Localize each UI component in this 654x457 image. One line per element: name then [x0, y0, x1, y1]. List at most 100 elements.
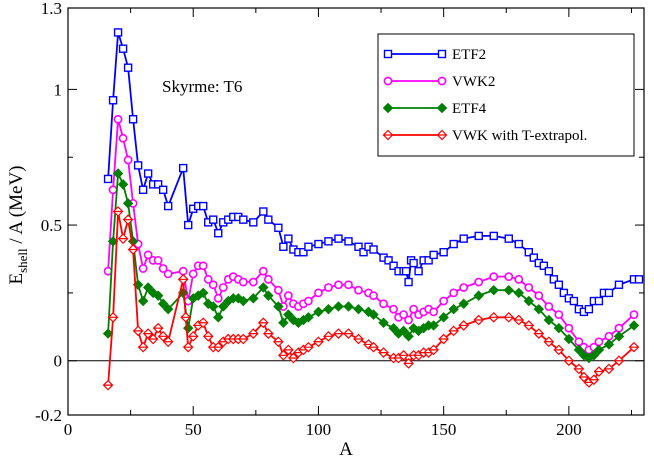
legend-marker	[436, 129, 448, 141]
data-point	[304, 296, 313, 306]
data-point	[218, 283, 228, 292]
data-point	[137, 295, 149, 307]
legend-label: ETF4	[452, 101, 487, 117]
data-point	[524, 283, 534, 292]
legend-marker	[382, 129, 394, 141]
data-point	[474, 277, 484, 287]
data-point	[283, 291, 293, 301]
data-point	[584, 304, 594, 314]
data-point	[288, 352, 299, 364]
data-point	[303, 312, 314, 323]
data-point	[333, 301, 344, 312]
data-point	[398, 349, 409, 361]
data-point	[263, 290, 274, 301]
data-point	[458, 320, 470, 331]
data-point	[544, 302, 554, 311]
data-point	[539, 261, 549, 270]
data-point	[343, 301, 354, 312]
data-point	[202, 330, 214, 342]
data-point	[203, 274, 213, 284]
data-point	[604, 288, 614, 298]
data-point	[593, 366, 605, 377]
data-point	[523, 295, 535, 307]
data-point	[429, 307, 439, 317]
legend-marker	[383, 49, 393, 59]
x-tick-label: 200	[556, 420, 582, 439]
legend-item: ETF4	[382, 101, 487, 117]
data-point	[122, 198, 134, 209]
data-point	[369, 245, 378, 254]
data-point	[323, 330, 334, 342]
data-point	[529, 253, 539, 262]
data-point	[304, 242, 313, 251]
data-point	[313, 306, 324, 318]
data-point	[209, 215, 218, 224]
data-point	[247, 328, 259, 339]
data-point	[107, 311, 119, 323]
data-point	[488, 284, 499, 296]
data-point	[401, 266, 411, 276]
y-axis-label-main: E	[6, 273, 27, 285]
data-point	[208, 280, 218, 290]
series-layer	[102, 28, 644, 391]
data-point	[157, 298, 169, 309]
data-point	[533, 328, 545, 339]
data-point	[343, 328, 354, 339]
data-point	[489, 231, 498, 241]
data-point	[273, 301, 284, 312]
data-point	[108, 185, 118, 195]
data-point	[283, 309, 294, 320]
x-tick-label: 100	[306, 420, 332, 439]
data-point	[553, 322, 565, 334]
y-tick-label: 1.3	[41, 0, 62, 18]
data-point	[218, 301, 229, 312]
data-point	[504, 272, 514, 282]
data-point	[314, 288, 323, 298]
data-point	[513, 314, 525, 326]
data-point	[379, 299, 388, 309]
data-point	[354, 242, 363, 251]
data-point	[503, 284, 514, 296]
data-point	[258, 266, 268, 276]
data-point	[284, 234, 293, 243]
data-point	[573, 344, 585, 356]
data-point	[354, 285, 363, 295]
data-point	[102, 379, 114, 391]
data-point	[147, 333, 159, 345]
data-point	[563, 355, 575, 367]
data-point	[157, 330, 169, 342]
data-point	[213, 312, 224, 323]
data-point	[549, 275, 559, 284]
y-tick-label: 0.5	[41, 216, 62, 235]
data-point	[614, 323, 624, 333]
data-point	[113, 114, 123, 124]
data-point	[239, 215, 248, 224]
legend-item: VWK2	[383, 74, 495, 90]
data-point	[237, 333, 249, 345]
data-point	[563, 333, 575, 345]
data-point	[324, 283, 333, 292]
data-point	[274, 223, 283, 232]
data-point	[389, 261, 398, 270]
data-point	[147, 287, 159, 299]
data-point	[404, 277, 413, 287]
data-point	[588, 374, 600, 386]
data-point	[112, 206, 124, 217]
plot-frame	[67, 7, 645, 416]
data-point	[514, 239, 523, 249]
data-point	[409, 258, 418, 268]
data-point	[543, 336, 555, 348]
data-point	[323, 303, 334, 315]
legend-label: VWK2	[452, 74, 495, 90]
data-point	[524, 247, 533, 257]
data-point	[559, 288, 569, 298]
data-point	[458, 298, 469, 309]
data-point	[122, 214, 134, 225]
data-point	[409, 304, 418, 314]
data-point	[258, 282, 269, 293]
data-point	[604, 331, 614, 341]
data-point	[142, 282, 154, 293]
data-point	[503, 311, 515, 323]
data-point	[564, 323, 574, 333]
data-point	[123, 63, 133, 72]
